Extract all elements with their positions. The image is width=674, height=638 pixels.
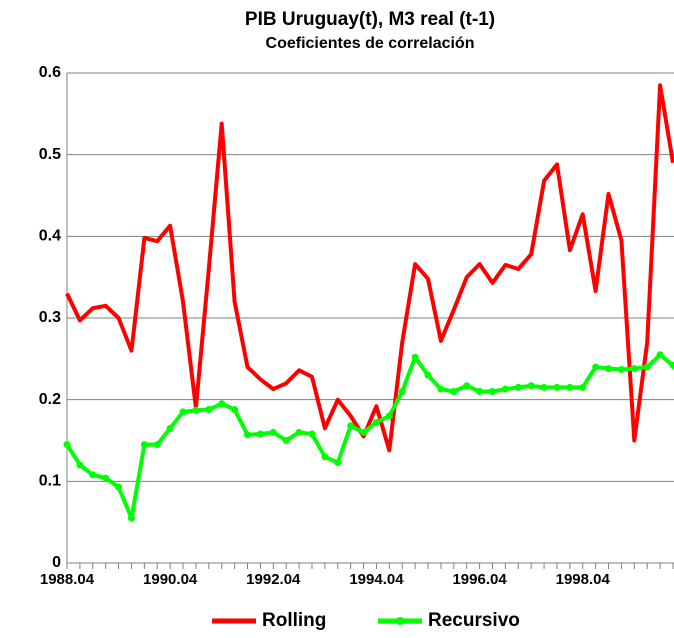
marker bbox=[540, 383, 548, 391]
marker bbox=[231, 405, 239, 413]
marker bbox=[115, 483, 123, 491]
marker bbox=[179, 408, 187, 416]
y-tick-label: 0.4 bbox=[39, 228, 61, 245]
marker bbox=[166, 424, 174, 432]
marker bbox=[153, 441, 161, 449]
marker bbox=[605, 365, 613, 373]
x-tick-label: 1994.04 bbox=[349, 571, 404, 588]
marker bbox=[282, 437, 290, 444]
marker bbox=[244, 431, 252, 439]
x-tick-label: 1998.04 bbox=[556, 571, 611, 588]
marker bbox=[617, 365, 625, 373]
marker bbox=[501, 385, 509, 393]
line-recursivo bbox=[65, 352, 674, 521]
marker bbox=[424, 371, 432, 379]
line-rolling bbox=[65, 83, 674, 453]
legend-label: Recursivo bbox=[428, 610, 520, 631]
marker bbox=[630, 365, 638, 373]
marker bbox=[63, 441, 71, 449]
x-tick-label: 1996.04 bbox=[452, 571, 507, 588]
y-tick-label: 0 bbox=[52, 554, 61, 571]
marker bbox=[347, 422, 355, 430]
y-tick-label: 0.3 bbox=[39, 309, 61, 326]
marker bbox=[411, 353, 419, 361]
marker bbox=[566, 383, 574, 391]
marker bbox=[643, 363, 651, 371]
marker bbox=[205, 405, 213, 413]
marker bbox=[321, 453, 329, 461]
marker bbox=[192, 406, 200, 414]
marker bbox=[256, 430, 264, 438]
marker bbox=[579, 383, 587, 391]
marker bbox=[102, 474, 110, 482]
marker bbox=[463, 382, 471, 390]
y-tick-label: 0.2 bbox=[39, 391, 61, 408]
marker bbox=[656, 351, 664, 359]
marker bbox=[218, 400, 226, 408]
marker bbox=[140, 441, 148, 449]
marker bbox=[669, 361, 674, 369]
marker bbox=[514, 383, 522, 391]
marker bbox=[527, 382, 535, 390]
marker bbox=[89, 471, 97, 479]
chart-title: PIB Uruguay(t), M3 real (t-1) bbox=[245, 9, 495, 30]
marker bbox=[334, 459, 342, 467]
marker bbox=[450, 388, 458, 395]
legend-marker bbox=[396, 617, 404, 625]
marker bbox=[437, 385, 445, 393]
marker bbox=[127, 514, 135, 522]
marker bbox=[295, 428, 303, 436]
marker bbox=[76, 461, 84, 469]
marker bbox=[360, 428, 368, 436]
marker bbox=[476, 388, 484, 395]
legend-label: Rolling bbox=[262, 610, 326, 631]
chart-subtitle: Coeficientes de correlación bbox=[266, 35, 475, 52]
marker bbox=[372, 419, 380, 427]
marker bbox=[385, 412, 393, 420]
x-tick-label: 1992.04 bbox=[246, 571, 301, 588]
marker bbox=[269, 428, 277, 436]
marker bbox=[553, 383, 561, 391]
x-tick-label: 1990.04 bbox=[143, 571, 198, 588]
y-tick-label: 0.6 bbox=[39, 64, 61, 81]
marker bbox=[398, 388, 406, 395]
marker bbox=[488, 388, 496, 395]
marker bbox=[592, 363, 600, 371]
marker bbox=[308, 430, 316, 438]
x-tick-label: 1988.04 bbox=[40, 571, 95, 588]
y-tick-label: 0.5 bbox=[39, 146, 61, 163]
y-tick-label: 0.1 bbox=[39, 473, 61, 490]
